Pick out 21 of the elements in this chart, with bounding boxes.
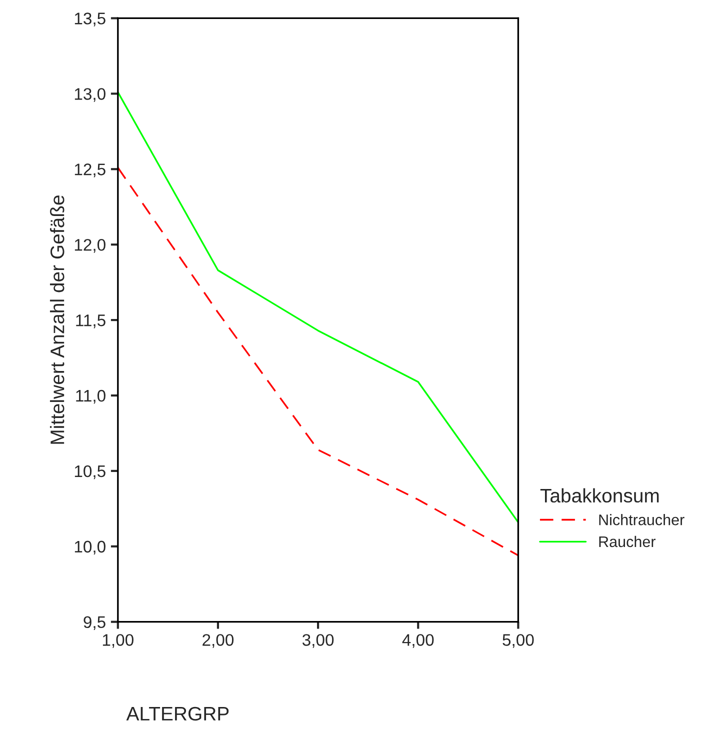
- x-tick-label: 4,00: [402, 634, 434, 648]
- x-tick-label: 5,00: [502, 634, 534, 648]
- y-tick-label: 9,5: [84, 616, 106, 630]
- x-tick-label: 2,00: [202, 634, 234, 648]
- y-tick-label: 13,0: [74, 88, 106, 102]
- y-tick-label: 12,5: [74, 164, 106, 178]
- x-tick-label: 1,00: [102, 634, 134, 648]
- y-tick-label: 13,5: [74, 12, 106, 26]
- legend-title: Tabakkonsum: [540, 488, 659, 503]
- x-tick-label: 3,00: [302, 634, 334, 648]
- line-series: [118, 91, 518, 524]
- y-tick-label: 10,0: [74, 540, 106, 555]
- x-axis-title: ALTERGRP: [126, 706, 229, 721]
- line-series: [118, 166, 518, 556]
- y-axis-title: Mittelwert Anzahl der Gefäße: [50, 196, 64, 444]
- legend-label: Nichtraucher: [599, 514, 684, 526]
- y-tick-label: 11,0: [76, 390, 106, 404]
- y-tick-label: 11,5: [76, 314, 106, 328]
- legend-label: Raucher: [599, 536, 656, 548]
- y-tick-label: 10,5: [74, 465, 106, 480]
- y-tick-label: 12,0: [74, 238, 106, 253]
